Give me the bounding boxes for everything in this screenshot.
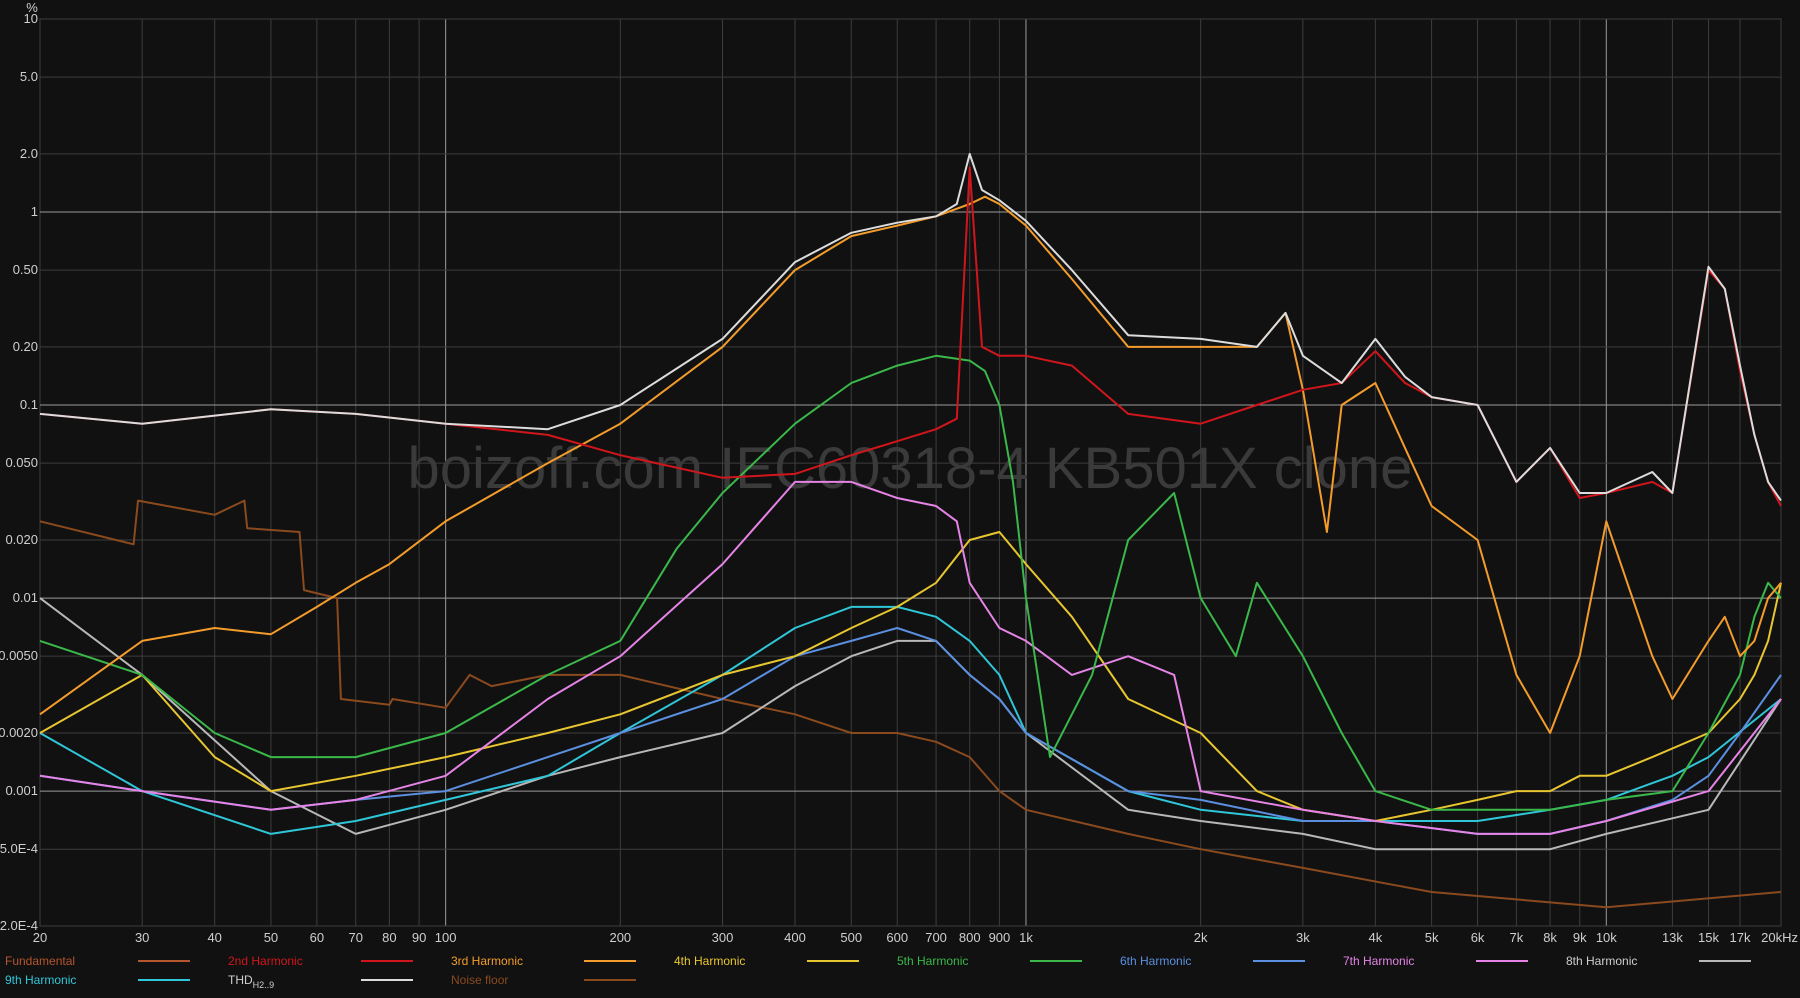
x-tick-label: 30 [135, 930, 149, 945]
series-line-4th-harmonic [39, 531, 1782, 822]
legend: Fundamental 2nd Harmonic 3rd Harmonic 4th H… [5, 954, 1751, 990]
legend-label-noise-floor: Noise floor [451, 973, 508, 987]
x-tick-label: 500 [840, 930, 862, 945]
legend-label-2nd-harmonic: 2nd Harmonic [228, 954, 303, 968]
series-line-7th-harmonic [39, 480, 1782, 835]
x-tick-label: 15k [1698, 930, 1719, 945]
x-axis-ticks: 20 30 40 50 60 70 80 90 100 200 300 400 500 600 700 800… [33, 930, 1798, 945]
y-tick-label: 0.20 [13, 339, 38, 354]
x-tick-label: 600 [886, 930, 908, 945]
series-line-5th-harmonic [39, 354, 1782, 811]
y-axis-unit-label: % [26, 0, 38, 15]
y-axis-ticks: 10 5.0 2.0 1 0.50 0.20 0.1 0.050 0.020 0.01 0.0050… [0, 11, 38, 933]
y-tick-label: 0.001 [5, 783, 38, 798]
legend-label-3rd-harmonic: 3rd Harmonic [451, 954, 523, 968]
y-tick-label: 0.0020 [0, 725, 38, 740]
x-tick-label: 10k [1596, 930, 1617, 945]
y-tick-label: 5.0 [20, 69, 38, 84]
x-tick-label: 900 [989, 930, 1011, 945]
x-tick-label: 20kHz [1761, 930, 1798, 945]
y-tick-label: 1 [31, 204, 38, 219]
x-tick-label: 800 [959, 930, 981, 945]
x-tick-label: 13k [1662, 930, 1683, 945]
x-tick-label: 60 [310, 930, 324, 945]
x-tick-label: 200 [609, 930, 631, 945]
y-tick-label: 0.01 [13, 590, 38, 605]
x-tick-label: 80 [382, 930, 396, 945]
series-lines [39, 152, 1782, 909]
legend-label-subscript: H2..9 [253, 980, 275, 990]
y-tick-label: 10 [24, 11, 38, 26]
x-tick-label: 7k [1510, 930, 1524, 945]
x-tick-label: 17k [1730, 930, 1751, 945]
x-tick-label: 300 [712, 930, 734, 945]
legend-label-8th-harmonic: 8th Harmonic [1566, 954, 1637, 968]
x-tick-label: 100 [435, 930, 457, 945]
x-tick-label: 5k [1425, 930, 1439, 945]
y-tick-label: 0.020 [5, 532, 38, 547]
y-tick-label: 0.50 [13, 262, 38, 277]
x-tick-label: 9k [1573, 930, 1587, 945]
x-tick-label: 20 [33, 930, 47, 945]
legend-label-7th-harmonic: 7th Harmonic [1343, 954, 1414, 968]
x-tick-label: 90 [412, 930, 426, 945]
series-line-3rd-harmonic [39, 195, 1782, 734]
x-tick-label: 2k [1194, 930, 1208, 945]
y-tick-label: 2.0 [20, 146, 38, 161]
x-tick-label: 50 [264, 930, 278, 945]
legend-label-fundamental: Fundamental [5, 954, 75, 968]
y-tick-label: 5.0E-4 [0, 841, 38, 856]
legend-label-4th-harmonic: 4th Harmonic [674, 954, 745, 968]
x-tick-label: 4k [1368, 930, 1382, 945]
x-tick-label: 400 [784, 930, 806, 945]
x-tick-label: 1k [1019, 930, 1033, 945]
legend-label-9th-harmonic: 9th Harmonic [5, 973, 76, 987]
x-tick-label: 700 [925, 930, 947, 945]
series-line-2nd-harmonic [39, 166, 1782, 507]
watermark: boizoff.com IEC60318-4 KB501X clone [408, 436, 1413, 501]
x-tick-label: 3k [1296, 930, 1310, 945]
y-tick-label: 0.050 [5, 455, 38, 470]
legend-label-5th-harmonic: 5th Harmonic [897, 954, 968, 968]
y-tick-label: 0.1 [20, 397, 38, 412]
y-tick-label: 2.0E-4 [0, 918, 38, 933]
x-tick-label: 70 [349, 930, 363, 945]
x-tick-label: 40 [207, 930, 221, 945]
legend-label-6th-harmonic: 6th Harmonic [1120, 954, 1191, 968]
x-tick-label: 6k [1471, 930, 1485, 945]
series-line-thd [39, 152, 1782, 502]
y-tick-label: 0.0050 [0, 648, 38, 663]
x-tick-label: 8k [1543, 930, 1557, 945]
